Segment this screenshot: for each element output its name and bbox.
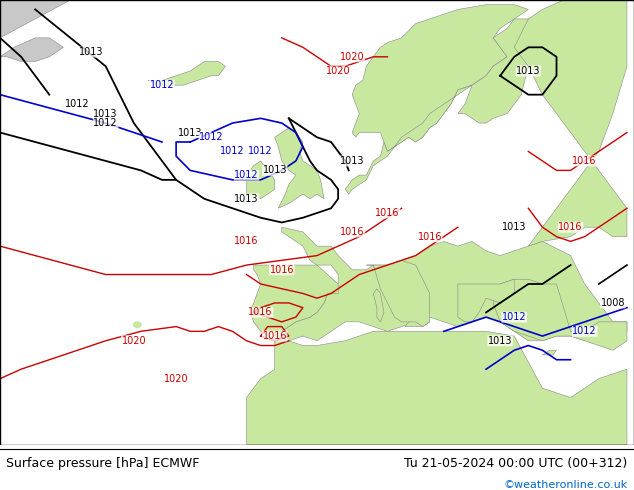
Text: 1013: 1013: [178, 127, 202, 138]
Polygon shape: [405, 317, 430, 327]
Polygon shape: [514, 0, 627, 246]
Text: 1020: 1020: [340, 52, 365, 62]
Text: 1013: 1013: [340, 156, 365, 166]
Text: 1013: 1013: [502, 222, 526, 232]
Text: 1013: 1013: [79, 47, 104, 57]
Text: 1012: 1012: [220, 147, 245, 156]
Polygon shape: [543, 350, 557, 355]
Circle shape: [134, 322, 141, 327]
Text: 1013: 1013: [93, 109, 118, 119]
Polygon shape: [366, 260, 430, 327]
Text: 1013: 1013: [235, 194, 259, 204]
Text: 1016: 1016: [340, 227, 365, 237]
Text: ©weatheronline.co.uk: ©weatheronline.co.uk: [503, 480, 628, 490]
Text: 1012: 1012: [93, 118, 118, 128]
Text: 1012: 1012: [502, 312, 527, 322]
Text: 1013: 1013: [488, 336, 512, 346]
Polygon shape: [148, 62, 226, 85]
Polygon shape: [458, 279, 514, 322]
Polygon shape: [373, 289, 384, 322]
Text: 1012: 1012: [65, 99, 90, 109]
Text: 1016: 1016: [235, 236, 259, 246]
Polygon shape: [247, 161, 275, 199]
Text: 1012: 1012: [573, 326, 597, 336]
Text: 1016: 1016: [559, 222, 583, 232]
Polygon shape: [345, 85, 472, 194]
Polygon shape: [275, 227, 627, 341]
Text: 1016: 1016: [417, 232, 442, 242]
Polygon shape: [0, 0, 106, 38]
Polygon shape: [458, 19, 528, 123]
Text: 1012: 1012: [234, 170, 259, 180]
Text: 1020: 1020: [326, 66, 351, 76]
Text: 1016: 1016: [375, 208, 399, 218]
Text: 1016: 1016: [249, 307, 273, 318]
Text: 1012: 1012: [150, 80, 174, 90]
Text: 1020: 1020: [122, 336, 146, 346]
Text: Tu 21-05-2024 00:00 UTC (00+312): Tu 21-05-2024 00:00 UTC (00+312): [404, 457, 628, 470]
Polygon shape: [493, 279, 627, 350]
Text: 1016: 1016: [573, 156, 597, 166]
Text: 1013: 1013: [262, 166, 287, 175]
Text: Surface pressure [hPa] ECMWF: Surface pressure [hPa] ECMWF: [6, 457, 200, 470]
Polygon shape: [0, 38, 63, 62]
Text: 1012: 1012: [249, 147, 273, 156]
Text: 1016: 1016: [269, 265, 294, 275]
Text: 1012: 1012: [199, 132, 224, 142]
Polygon shape: [247, 331, 627, 445]
Polygon shape: [275, 128, 324, 208]
Text: 1016: 1016: [262, 331, 287, 341]
Polygon shape: [353, 5, 528, 151]
Text: 1013: 1013: [516, 66, 541, 76]
Polygon shape: [250, 265, 338, 341]
Text: 1008: 1008: [600, 298, 625, 308]
Text: 1020: 1020: [164, 374, 188, 384]
